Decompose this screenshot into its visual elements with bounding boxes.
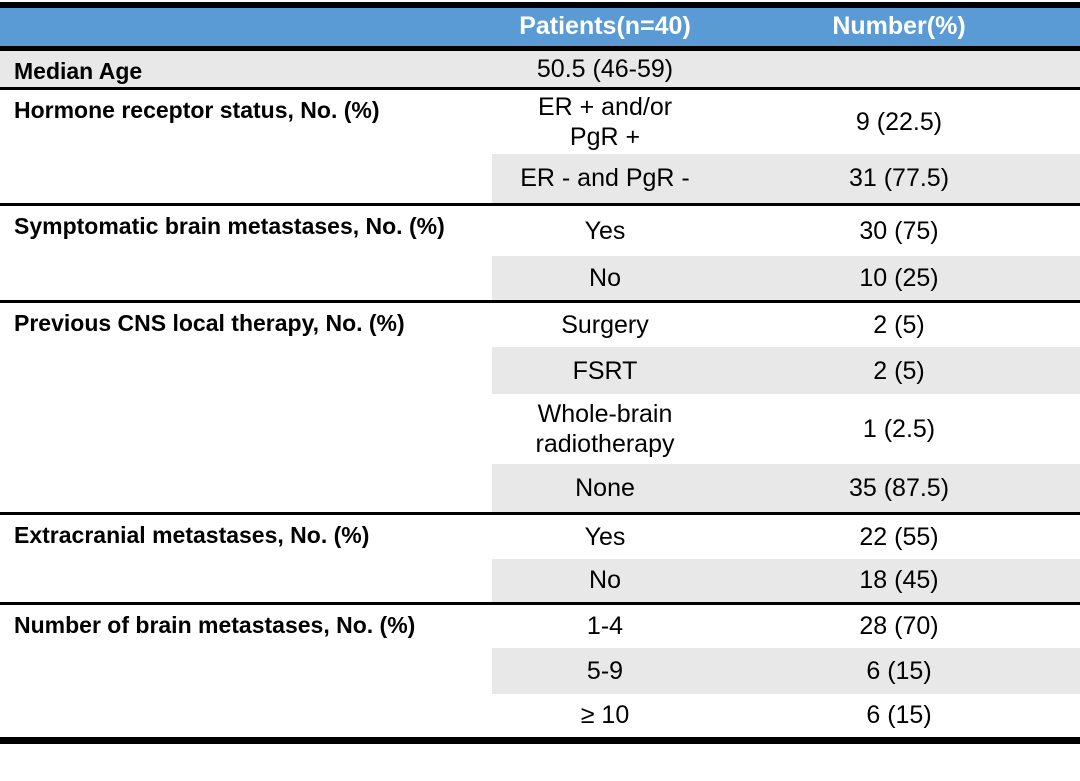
header-row: Patients(n=40) Number(%) (0, 5, 1080, 51)
table-row: Median Age 50.5 (46-59) (0, 48, 1080, 88)
number-cell: 2 (5) (718, 299, 1080, 347)
table-row: None 35 (87.5) (0, 464, 1080, 513)
table-row: No 18 (45) (0, 559, 1080, 603)
table-row: No 10 (25) (0, 256, 1080, 301)
value-cell: 5-9 (492, 648, 718, 694)
table-row: Hormone receptor status, No. (%) ER + an… (0, 86, 1080, 204)
value-cell: 50.5 (46-59) (492, 48, 718, 88)
value-cell: FSRT (492, 347, 718, 394)
table-row: Whole-brain radiotherapy 1 (2.5) (0, 394, 1080, 464)
header-patients-cell: Patients(n=40) (492, 5, 718, 51)
number-cell: 35 (87.5) (718, 464, 1080, 513)
number-cell (718, 48, 1080, 88)
value-cell: Whole-brain radiotherapy (535, 400, 675, 458)
value-cell: ER + and/or PgR + (492, 86, 718, 154)
value-cell: Yes (492, 511, 718, 559)
header-empty-cell (0, 5, 492, 51)
number-cell: 6 (15) (866, 701, 932, 730)
patient-characteristics-table: Patients(n=40) Number(%) Median Age 50.5… (0, 2, 1080, 744)
number-cell: 1 (2.5) (862, 415, 936, 443)
table-row: ≥ 10 6 (15) (0, 694, 1080, 740)
number-cell: 28 (70) (718, 601, 1080, 648)
page: Patients(n=40) Number(%) Median Age 50.5… (0, 2, 1080, 744)
header-number-cell: Number(%) (718, 5, 1080, 51)
number-cell: 6 (15) (718, 648, 1080, 694)
table-row: Previous CNS local therapy, No. (%) Surg… (0, 299, 1080, 513)
value-cell: No (492, 256, 718, 301)
number-cell: 9 (22.5) (718, 86, 1080, 154)
table-row: Extracranial metastases, No. (%) Yes 22 … (0, 511, 1080, 603)
label-previous-cns-therapy: Previous CNS local therapy, No. (%) (0, 299, 492, 513)
table-row: Symptomatic brain metastases, No. (%) Ye… (0, 202, 1080, 301)
table-row: ER - and PgR - 31 (77.5) (0, 154, 1080, 204)
number-cell: 2 (5) (718, 347, 1080, 394)
number-cell: 18 (45) (718, 559, 1080, 603)
label-extracranial-metastases: Extracranial metastases, No. (%) (0, 511, 492, 603)
table-row: FSRT 2 (5) (0, 347, 1080, 394)
value-cell: Yes (492, 202, 718, 256)
value-cell: ER - and PgR - (492, 154, 718, 204)
number-cell: 10 (25) (718, 256, 1080, 301)
label-hormone-receptor-status: Hormone receptor status, No. (%) (0, 86, 492, 204)
value-cell: ≥ 10 (580, 701, 630, 730)
number-cell: 22 (55) (718, 511, 1080, 559)
value-cell: 1-4 (492, 601, 718, 648)
value-cell: Surgery (492, 299, 718, 347)
table-row: Number of brain metastases, No. (%) 1-4 … (0, 601, 1080, 740)
value-cell: None (492, 464, 718, 513)
label-median-age: Median Age (0, 48, 492, 88)
label-number-brain-metastases: Number of brain metastases, No. (%) (0, 601, 492, 740)
label-symptomatic-brain-metastases: Symptomatic brain metastases, No. (%) (0, 202, 492, 301)
value-cell: No (492, 559, 718, 603)
table-row: 5-9 6 (15) (0, 648, 1080, 694)
number-cell: 31 (77.5) (718, 154, 1080, 204)
number-cell: 30 (75) (718, 202, 1080, 256)
